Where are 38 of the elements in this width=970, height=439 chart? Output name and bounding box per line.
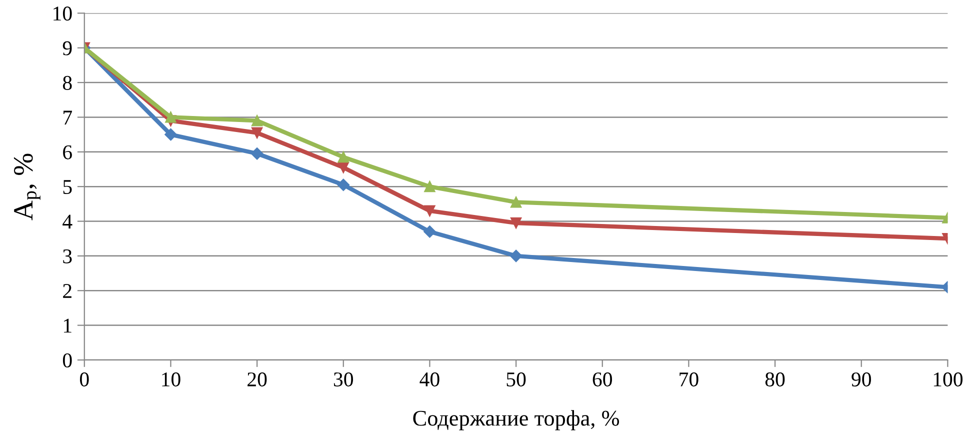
y-tick-label: 9 [62, 41, 72, 56]
x-axis-title: Содержание торфа, % [413, 410, 620, 430]
x-tick-label: 90 [852, 372, 871, 386]
point [510, 250, 522, 262]
x-tick-label: 60 [592, 372, 612, 386]
y-tick-label: 7 [64, 110, 72, 124]
point [510, 217, 522, 229]
x-tick-label: 40 [420, 372, 440, 386]
point [338, 162, 349, 174]
y-tick-label: 10 [54, 6, 72, 21]
x-tick-label: 10 [162, 372, 180, 386]
point [337, 178, 350, 191]
y-tick-label: 3 [63, 249, 72, 264]
y-tick-label: 2 [63, 284, 72, 298]
point [424, 226, 436, 238]
point [165, 112, 176, 123]
y-tick-label: 4 [62, 214, 72, 228]
y-tick-label: 6 [63, 145, 72, 160]
point [510, 196, 522, 208]
y-tick-label: 5 [63, 180, 72, 194]
point [251, 127, 263, 138]
x-tick-label: 50 [506, 372, 526, 386]
x-tick-label: 20 [248, 372, 267, 386]
point [251, 115, 263, 126]
x-tick-label: 100 [934, 372, 963, 386]
point [250, 148, 264, 160]
x-tick-label: 30 [334, 372, 353, 386]
y-axis-title: A$_{р}$, % [14, 154, 40, 220]
point [424, 205, 436, 216]
point [164, 128, 177, 141]
x-tick-label: 0 [80, 372, 89, 386]
x-tick-label: 80 [765, 372, 785, 386]
point [338, 152, 349, 163]
point [424, 181, 436, 192]
y-tick-label: 1 [64, 318, 72, 333]
x-tick-label: 70 [680, 372, 698, 386]
y-tick-label: 0 [62, 353, 72, 368]
y-tick-label: 8 [62, 76, 72, 90]
